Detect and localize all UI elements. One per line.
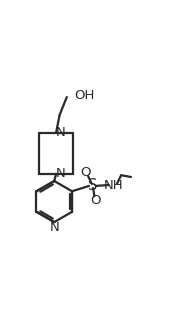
Text: N: N	[56, 167, 66, 180]
Text: NH: NH	[103, 178, 123, 192]
Text: S: S	[88, 178, 97, 193]
Text: N: N	[56, 126, 66, 139]
Text: O: O	[91, 194, 101, 207]
Text: O: O	[80, 166, 91, 179]
Text: OH: OH	[74, 89, 94, 102]
Text: N: N	[49, 221, 59, 234]
